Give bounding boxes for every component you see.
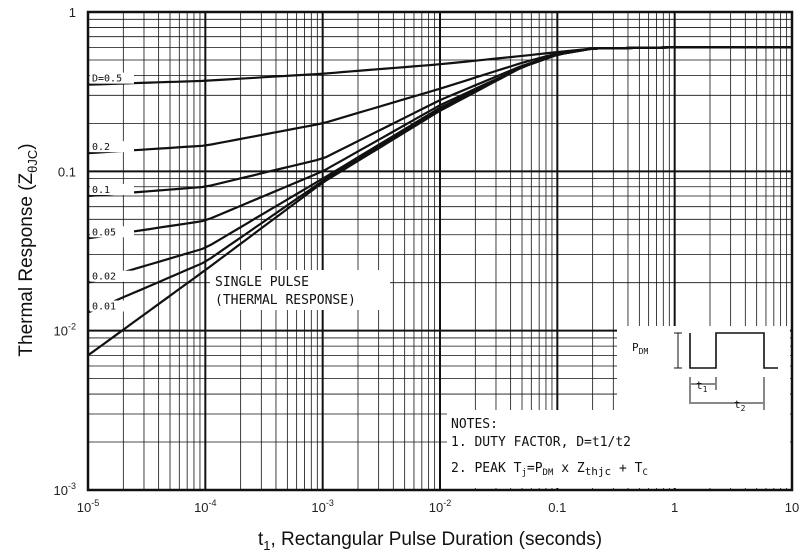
series-label-bg	[90, 141, 134, 153]
pulse-waveform-inset: PDM t1 t2	[617, 326, 790, 413]
pdm-dimension	[674, 332, 682, 369]
y-axis-title: Thermal Response (ZθJC)	[16, 143, 40, 356]
tick-labels: 10-5 10-4 10-3 10-2 0.1 1 10 1 0.1 10-2 10-3	[54, 5, 800, 515]
period-markers	[689, 377, 765, 410]
series-label-bg	[90, 184, 134, 196]
x-axis-title: t1, Rectangular Pulse Duration (seconds)	[258, 529, 602, 553]
series-label: 0.2	[92, 142, 110, 153]
thermal-response-label: (THERMAL RESPONSE)	[215, 293, 356, 308]
notes-box: NOTES: 1. DUTY FACTOR, D=t1/t2 2. PEAK T…	[447, 410, 790, 488]
x-tick-label: 10	[785, 500, 799, 515]
pulse-waveform	[689, 332, 778, 369]
series-label-bg	[90, 300, 134, 312]
series-label: 0.1	[92, 185, 110, 196]
y-tick-label: 10-2	[54, 322, 76, 339]
note-duty-factor: 1. DUTY FACTOR, D=t1/t2	[451, 435, 631, 450]
x-tick-label: 1	[671, 500, 678, 515]
x-tick-label: 10-5	[77, 498, 99, 515]
x-tick-label: 10-4	[194, 498, 216, 515]
x-tick-label: 0.1	[548, 500, 566, 515]
series-curve	[87, 46, 792, 357]
series-label: D=0.5	[92, 74, 122, 85]
y-tick-label: 1	[69, 5, 76, 20]
t2-label: t2	[734, 398, 746, 413]
series-label-bg	[90, 72, 134, 84]
series-label: 0.01	[92, 302, 116, 313]
notes-title: NOTES:	[451, 417, 498, 432]
series-labels: D=0.5 0.2 0.1 0.05 0.02 0.01	[90, 72, 134, 313]
pdm-label: PDM	[632, 341, 648, 356]
y-tick-label: 0.1	[58, 164, 76, 179]
series-label: 0.02	[92, 272, 116, 283]
single-pulse-label: SINGLE PULSE	[215, 275, 309, 290]
series-label: 0.05	[92, 227, 116, 238]
series-label-bg	[90, 226, 134, 238]
x-tick-label: 10-3	[311, 498, 333, 515]
series-curves	[87, 46, 792, 357]
single-pulse-annotation: SINGLE PULSE (THERMAL RESPONSE)	[210, 270, 390, 310]
y-tick-label: 10-3	[54, 481, 76, 498]
note-peak-tj: 2. PEAK Tj=PDM x Zthjc + TC	[451, 461, 648, 478]
x-tick-label: 10-2	[429, 498, 451, 515]
t1-label: t1	[696, 379, 708, 394]
series-label-bg	[90, 270, 134, 282]
plot-frame	[86, 10, 794, 492]
